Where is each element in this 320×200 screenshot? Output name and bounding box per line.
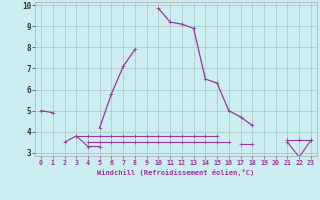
X-axis label: Windchill (Refroidissement éolien,°C): Windchill (Refroidissement éolien,°C) xyxy=(97,169,255,176)
